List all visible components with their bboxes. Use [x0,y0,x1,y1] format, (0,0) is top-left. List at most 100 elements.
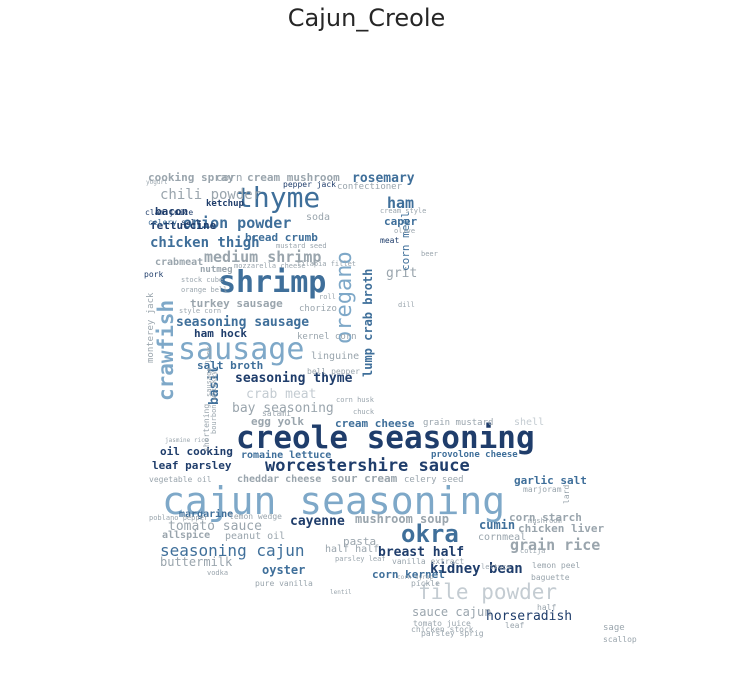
word-lard: lard [562,484,571,504]
word-confectioner: confectioner [337,182,403,192]
word-kidney-bean: kidney bean [430,561,523,577]
word-margarine: margarine [179,509,234,520]
word-egg-yolk: egg yolk [251,415,304,428]
word-crawfish: crawfish [154,299,178,401]
word-yogurt: yogurt [146,179,168,186]
word-parsley-leaf: parsley leaf [335,555,386,563]
word-grit: grit [386,266,418,281]
word-ham-hock: ham hock [194,327,247,340]
word-salami: salami [262,409,291,418]
word-parsley-sprig: parsley sprig [421,629,484,638]
word-pure-vanilla: pure vanilla [255,579,313,588]
word-creole-seasoning: creole seasoning [236,420,535,456]
word-monterey-jack: monterey jack [146,292,156,363]
word-peanut-oil: peanut oil [225,531,286,542]
word-cream-cheese: cream cheese [335,417,415,430]
word-corn-meal: corn meal [399,211,412,271]
word-lentil: lentil [330,589,352,596]
word-lump-crab-broth: lump crab broth [361,268,375,377]
word-shrimp: shrimp [218,265,327,300]
word-lemon-peel: lemon peel [532,561,581,570]
word-medium-shrimp: medium shrimp [204,248,322,266]
word-cloud-title: Cajun_Creole [287,4,446,32]
word-caper: caper [384,215,418,228]
word-mushroom-soup: mushroom soup [355,512,449,526]
word-celery: celery [148,218,177,227]
word-cooking-spray: cooking spray [148,171,235,184]
word-allspice: allspice [162,530,211,541]
word-thyme: thyme [236,181,321,214]
word-turkey-sausage: turkey sausage [190,297,283,310]
word-oyster: oyster [262,563,306,577]
word-bacon: bacon [155,205,189,218]
word-vodka: vodka [207,569,229,577]
word-corn: corn [216,171,243,184]
word-mustard-seed: mustard seed [276,242,327,250]
word-chorizo: chorizo [299,304,337,314]
word-corn-kernel: corn kernel [372,568,445,581]
word-crabmeat: crabmeat [155,257,204,268]
word-mozzarella-cheese: mozzarella cheese [234,262,306,270]
word-sour-cream: sour cream [331,472,398,485]
word-tilapia-fillet: tilapia fillet [297,260,357,268]
word-baguette: baguette [531,573,570,582]
word-dill: dill [398,301,415,309]
word-poblano-pepper: poblano pepper [149,514,209,522]
word-kernel-corn: kernel corn [297,332,357,342]
word-corn-husk: corn husk [336,396,374,404]
word-style-corn: style corn [179,307,222,315]
word-linguine: linguine [311,351,360,362]
word-olive: olive [394,227,416,235]
word-mushroom: mushroom [528,517,562,525]
word-tomato-sauce: tomato sauce [168,519,262,534]
word-scallop: scallop [603,635,637,644]
word-cornmeal: cornmeal [478,532,527,543]
word-cumin: cumin [479,518,516,532]
word-celery-seed: celery seed [404,475,464,485]
word-cotija: cotija [520,547,546,555]
word-chili-powder: chili powder [160,187,262,203]
word-clam-juice: clam juice [145,208,194,217]
word-sage: sage [603,623,625,633]
word-bay-seasoning: bay seasoning [232,401,334,416]
word-okra: okra [401,520,459,548]
word-tomato-juice: tomato juice [413,619,471,628]
word-cajun-seasoning: cajun seasoning [162,479,506,523]
word-ketchup: ketchup [206,199,244,209]
word-nutmeg: nutmeg [200,265,233,275]
word-cream-style: cream style [380,207,427,215]
word-sausage: sausage [178,332,305,367]
word-half-half: half half [325,544,380,555]
word-crab-meat: crab meat [246,387,317,402]
word-bread-crumb: bread crumb [245,231,318,244]
word-lemon-wedge: lemon wedge [229,512,282,521]
word-pickle: pickle [411,579,440,588]
word-shell: shell [514,417,545,428]
word-horseradish: horseradish [486,609,573,624]
word-romaine-lettuce: romaine lettuce [241,450,332,461]
word-chicken-thigh: chicken thigh [150,235,260,251]
word-chicken-liver: chicken liver [518,522,605,535]
word-pork: pork [144,270,164,279]
word-chicken-stock: chicken stock [411,625,474,634]
word-cayenne: cayenne [290,514,345,529]
word-soda: soda [306,212,331,223]
word-salt-broth: salt broth [197,359,264,372]
word-beer: beer [421,250,438,258]
word-worcestershire-sauce: worcestershire sauce [265,456,470,476]
word-roll: roll [319,293,336,301]
word-cheddar-cheese: cheddar cheese [237,474,322,485]
word-salt: salt [181,218,201,227]
word-stock-cube: stock cube [181,276,224,284]
word-jasmine-rice: jasmine rice [165,437,209,444]
word-corn-syrup: corn syrup [397,574,434,581]
word-grain-rice: grain rice [510,536,601,554]
word-pepper-jack: pepper jack [283,180,336,189]
word-fettuccine: fettuccine [150,219,217,232]
word-orange-bell: orange bell [181,286,228,294]
word-seasoning-cajun: seasoning cajun [160,541,305,560]
word-seasoning-thyme: seasoning thyme [235,371,353,386]
word-ham: ham [387,194,415,212]
word-leaf: leaf [505,621,525,630]
word-rosemary: rosemary [352,171,415,186]
